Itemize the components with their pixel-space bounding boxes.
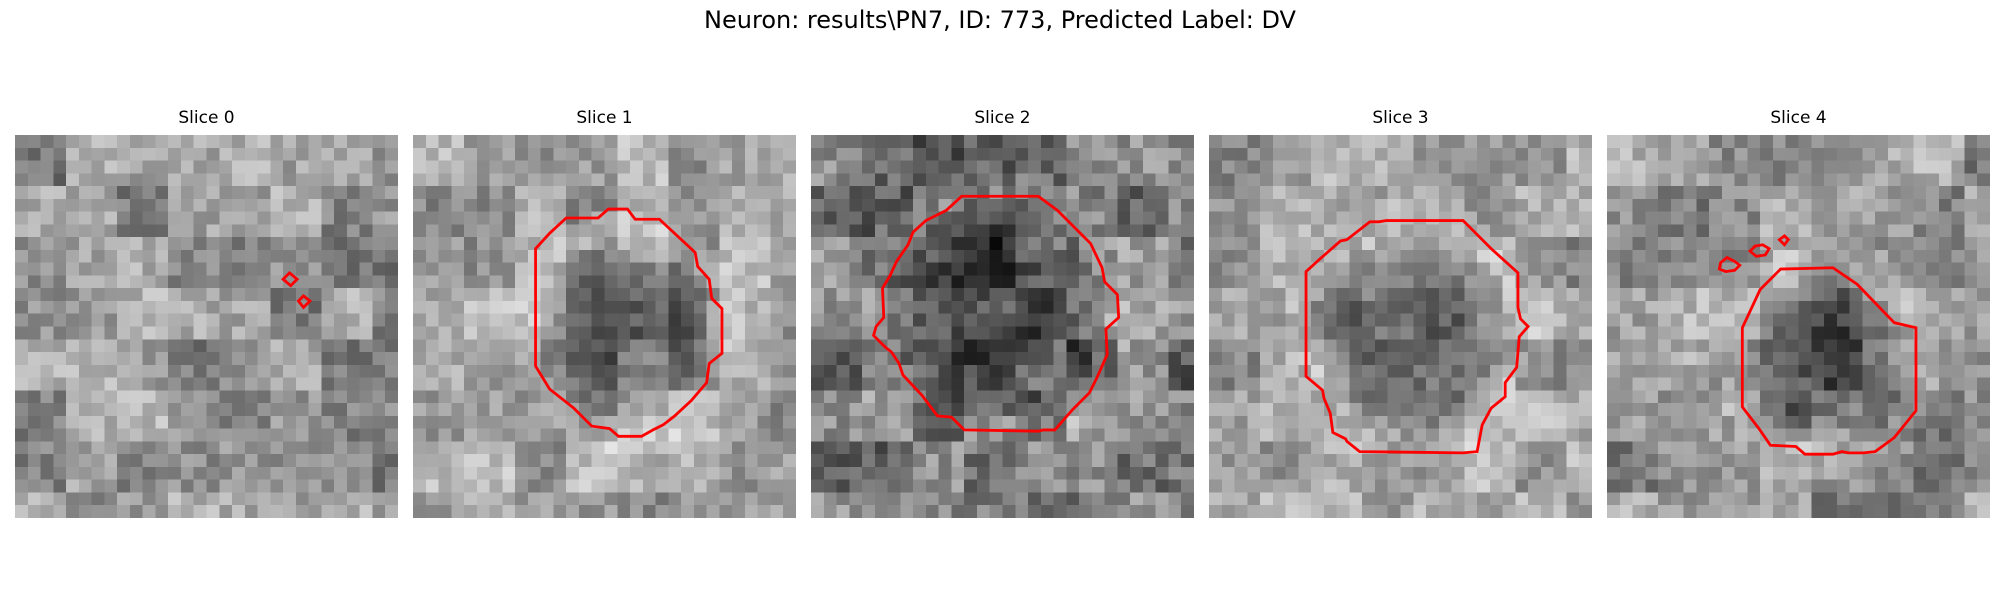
slice-title-3: Slice 3	[1372, 108, 1429, 128]
contour-4d	[1740, 266, 1918, 456]
contour-0a	[281, 270, 300, 288]
slice-image-0	[15, 135, 398, 518]
pixel-grid-2	[811, 135, 1194, 518]
figure-title: Neuron: results\PN7, ID: 773, Predicted …	[704, 6, 1296, 34]
slice-image-1	[413, 135, 796, 518]
pixel-grid-1	[413, 135, 796, 518]
contour-3	[1304, 219, 1531, 455]
contour-1	[534, 207, 724, 438]
contour-overlay-2	[871, 194, 1121, 433]
contour-overlay-3	[1304, 219, 1531, 455]
pixel-grid-3	[1209, 135, 1592, 518]
slice-panel-4: Slice 4	[1607, 107, 1990, 518]
slice-panel-0: Slice 0	[15, 107, 398, 518]
slice-title-2: Slice 2	[974, 108, 1031, 128]
slice-title-0: Slice 0	[178, 108, 235, 128]
slice-title-4: Slice 4	[1770, 108, 1827, 128]
contour-0b	[296, 293, 313, 310]
contour-2	[871, 194, 1121, 433]
contour-4b	[1747, 243, 1772, 258]
slice-image-3	[1209, 135, 1592, 518]
slice-image-2	[811, 135, 1194, 518]
slice-title-1: Slice 1	[576, 108, 633, 128]
pixel-grid-0	[15, 135, 398, 518]
slice-panel-3: Slice 3	[1209, 107, 1592, 518]
pixel-grid-4	[1607, 135, 1990, 518]
contour-overlay-1	[534, 207, 724, 438]
slice-image-4	[1607, 135, 1990, 518]
contour-overlay-4	[1717, 234, 1918, 456]
slice-panel-1: Slice 1	[413, 107, 796, 518]
contour-4a	[1717, 255, 1742, 274]
contour-overlay-0	[281, 270, 313, 310]
slice-panel-2: Slice 2	[811, 107, 1194, 518]
contour-4c	[1777, 234, 1791, 247]
